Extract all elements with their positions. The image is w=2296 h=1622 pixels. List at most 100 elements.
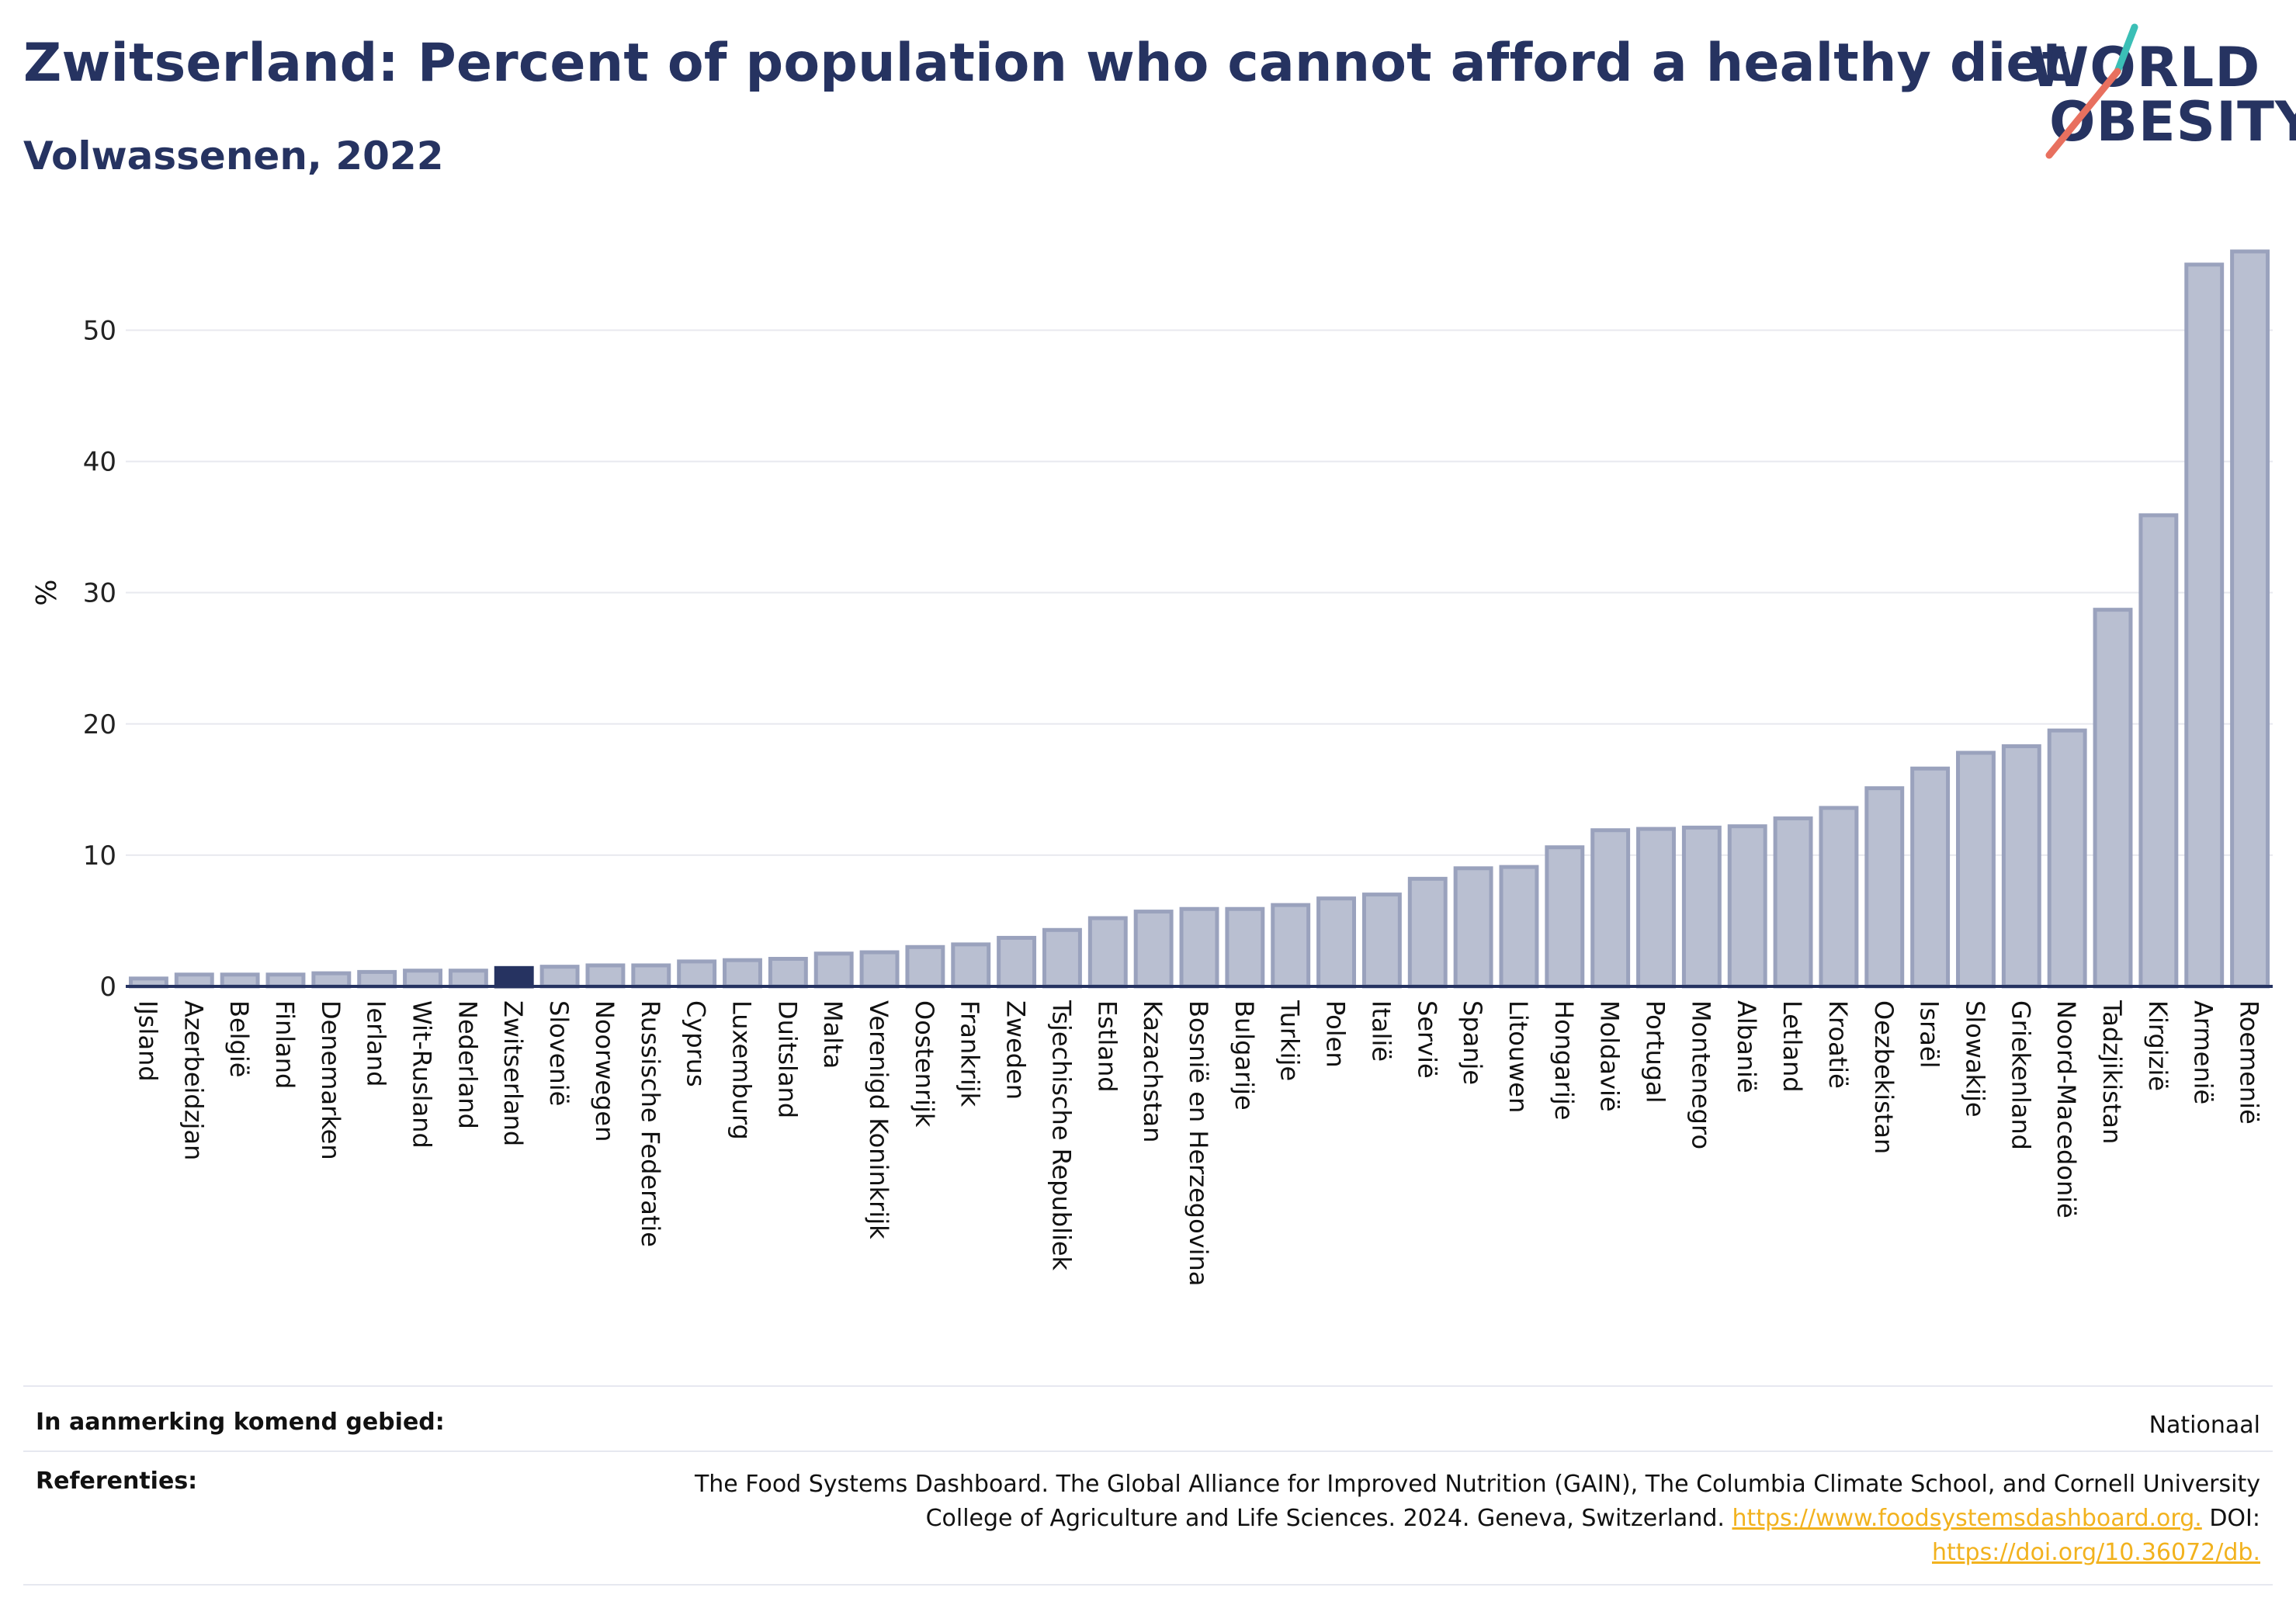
x-tick-label: Israël: [1915, 1000, 1944, 1068]
bar-tadzjikistan: [2093, 608, 2133, 989]
x-tick-label: Duitsland: [772, 1000, 802, 1118]
bar-polen: [1316, 896, 1357, 989]
world-obesity-logo: WORLD OBESITY: [2026, 23, 2296, 163]
x-tick-label: Ierland: [362, 1000, 391, 1087]
bar-kirgizië: [2138, 513, 2179, 989]
x-tick-label: Kirgizië: [2143, 1000, 2173, 1091]
bar-tsjechische-republiek: [1042, 927, 1082, 989]
bar-portugal: [1636, 827, 1676, 989]
x-tick-label: Italië: [1366, 1000, 1396, 1062]
foodsystems-link[interactable]: https://www.foodsystemsdashboard.org.: [1732, 1505, 2202, 1532]
bar-griekenland: [2001, 744, 2041, 989]
bar-servië: [1407, 876, 1448, 989]
bar-montenegro: [1681, 825, 1722, 989]
x-tick-label: Griekenland: [2006, 1000, 2035, 1150]
x-tick-label: Russische Federatie: [636, 1000, 665, 1247]
bars: [128, 249, 2270, 989]
x-tick-label: Nederland: [453, 1000, 482, 1129]
x-tick-label: Finland: [270, 1000, 300, 1089]
bar-moldavië: [1590, 828, 1631, 989]
bar-frankrijk: [951, 942, 991, 989]
x-tick-label: Turkije: [1275, 1000, 1305, 1081]
x-axis-ticks: IJsland Azerbeidzjan België Finland Denemark…: [133, 1000, 2263, 1286]
bar-oezbekistan: [1864, 786, 1905, 989]
x-tick-label: Montenegro: [1686, 1000, 1715, 1149]
footer-row-area: In aanmerking komend gebied: Nationaal: [23, 1385, 2273, 1450]
bar-letland: [1773, 816, 1813, 989]
bar-litouwen: [1499, 865, 1539, 989]
footer-row-references: Referenties: The Food Systems Dashboard.…: [23, 1450, 2273, 1586]
doi-link[interactable]: https://doi.org/10.36072/db.: [1932, 1539, 2260, 1566]
x-tick-label: Roemenië: [2235, 1000, 2264, 1125]
bar-denemarken: [311, 971, 352, 989]
bar-kroatië: [1819, 806, 1859, 989]
bar-bosnië-en-herzegovina: [1179, 906, 1219, 989]
bar-zweden: [997, 935, 1037, 989]
reference-line-2: College of Agriculture and Life Sciences…: [925, 1505, 1725, 1532]
x-tick-label: Denemarken: [316, 1000, 345, 1160]
bar-oostenrijk: [905, 944, 945, 989]
bar-wit-rusland: [403, 969, 442, 989]
bar-chart: 0 10 20 30 40 50 IJsland Azerbeidzjan België Fin…: [31, 249, 2273, 1286]
x-tick-label: Noorwegen: [590, 1000, 619, 1142]
bar-luxemburg: [723, 958, 762, 989]
references-text: The Food Systems Dashboard. The Global A…: [630, 1468, 2260, 1570]
bar-hongarije: [1545, 845, 1585, 989]
x-tick-label: Estland: [1092, 1000, 1122, 1093]
x-tick-label: Oostenrijk: [910, 1000, 939, 1128]
chart-subtitle: Volwassenen, 2022: [23, 133, 444, 178]
y-axis-label: %: [31, 580, 63, 606]
y-axis-ticks: 0 10 20 30 40 50: [83, 315, 116, 1003]
x-tick-label: Hongarije: [1549, 1000, 1579, 1120]
x-tick-label: Kroatië: [1823, 1000, 1853, 1089]
bar-russische-federatie: [631, 963, 671, 989]
bar-belgië: [220, 972, 260, 989]
x-tick-label: Malta: [818, 1000, 848, 1069]
x-tick-label: Bulgarije: [1230, 1000, 1259, 1111]
x-tick-label: Slowakije: [1960, 1000, 1989, 1118]
bar-kazachstan: [1133, 910, 1174, 989]
x-tick-label: Litouwen: [1503, 1000, 1533, 1113]
x-tick-label: Kazachstan: [1138, 1000, 1167, 1142]
x-tick-label: Spanje: [1458, 1000, 1487, 1085]
bar-israël: [1910, 766, 1951, 989]
x-tick-label: Frankrijk: [956, 1000, 985, 1107]
y-tick-label: 0: [99, 972, 116, 1003]
y-tick-label: 30: [83, 578, 116, 609]
x-tick-label: Tsjechische Republiek: [1046, 1000, 1076, 1271]
x-tick-label: Armenië: [2189, 1000, 2218, 1104]
footer-table: In aanmerking komend gebied: Nationaal R…: [23, 1385, 2273, 1586]
bar-slovenië: [539, 965, 580, 989]
bar-noorwegen: [585, 963, 626, 989]
bar-estland: [1087, 916, 1128, 989]
x-tick-label: Zweden: [1001, 1000, 1031, 1100]
bar-zwitserland: [494, 965, 534, 989]
bar-verenigd-koninkrijk: [859, 950, 900, 989]
bar-duitsland: [768, 956, 808, 989]
x-tick-label: Portugal: [1641, 1000, 1670, 1104]
bar-nederland: [448, 969, 488, 989]
x-tick-label: IJsland: [133, 1000, 162, 1082]
x-tick-label: Cyprus: [682, 1000, 711, 1087]
x-tick-label: Slovenië: [544, 1000, 574, 1106]
x-tick-label: Wit-Rusland: [408, 1000, 437, 1149]
bar-cyprus: [677, 959, 717, 989]
logo-line-1: WORLD: [2029, 36, 2261, 99]
bar-albanië: [1727, 824, 1767, 989]
references-label: Referenties:: [36, 1468, 198, 1495]
x-tick-label: Servië: [1412, 1000, 1441, 1079]
bar-noord-macedonië: [2047, 728, 2087, 989]
bar-ierland: [357, 969, 397, 989]
x-tick-label: Albanië: [1732, 1000, 1761, 1093]
bar-finland: [265, 972, 306, 989]
logo-slash-icon: [2045, 23, 2138, 159]
area-value: Nationaal: [2149, 1412, 2260, 1439]
x-tick-label: Zwitserland: [498, 1000, 528, 1146]
y-tick-label: 40: [83, 447, 116, 478]
bar-spanje: [1453, 866, 1493, 989]
x-tick-label: Azerbeidzjan: [179, 1000, 208, 1160]
x-tick-label: Polen: [1321, 1000, 1351, 1068]
x-tick-label: Oezbekistan: [1869, 1000, 1899, 1154]
x-tick-label: België: [224, 1000, 254, 1077]
x-tick-label: Letland: [1777, 1000, 1807, 1093]
